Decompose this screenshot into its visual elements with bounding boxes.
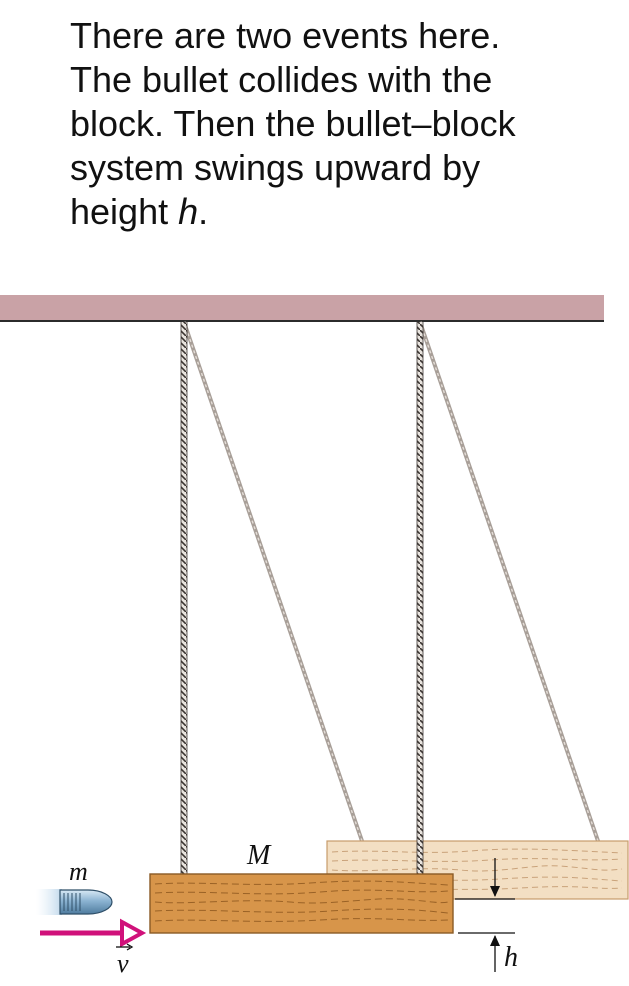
velocity-label: v — [117, 949, 129, 978]
block — [149, 873, 454, 934]
velocity-label-group: v — [116, 943, 134, 978]
block-mass-label: M — [246, 840, 272, 871]
height-label: h — [504, 942, 518, 973]
caption-height-variable: h — [178, 191, 199, 232]
caption-line-4: system swings upward by — [70, 147, 481, 188]
rope-right — [416, 322, 424, 874]
rope-left — [180, 322, 188, 874]
caption-line-5: height h. — [70, 190, 610, 234]
right-arrow-icon — [40, 918, 147, 948]
height-indicator — [455, 858, 515, 972]
bullet-icon — [36, 889, 113, 915]
caption-line-2: The bullet collides with the — [70, 59, 493, 100]
caption-line-1: There are two events here. — [70, 15, 501, 56]
caption-line-3: block. Then the bullet–block — [70, 103, 516, 144]
caption: There are two events here. The bullet co… — [70, 14, 610, 234]
ceiling — [0, 295, 604, 321]
caption-line-5-text: height — [70, 191, 179, 232]
bullet-mass-label: m — [69, 857, 88, 886]
swung-rope-left — [182, 321, 364, 842]
swung-rope-right — [418, 321, 600, 842]
caption-line-5-end: . — [198, 191, 209, 232]
